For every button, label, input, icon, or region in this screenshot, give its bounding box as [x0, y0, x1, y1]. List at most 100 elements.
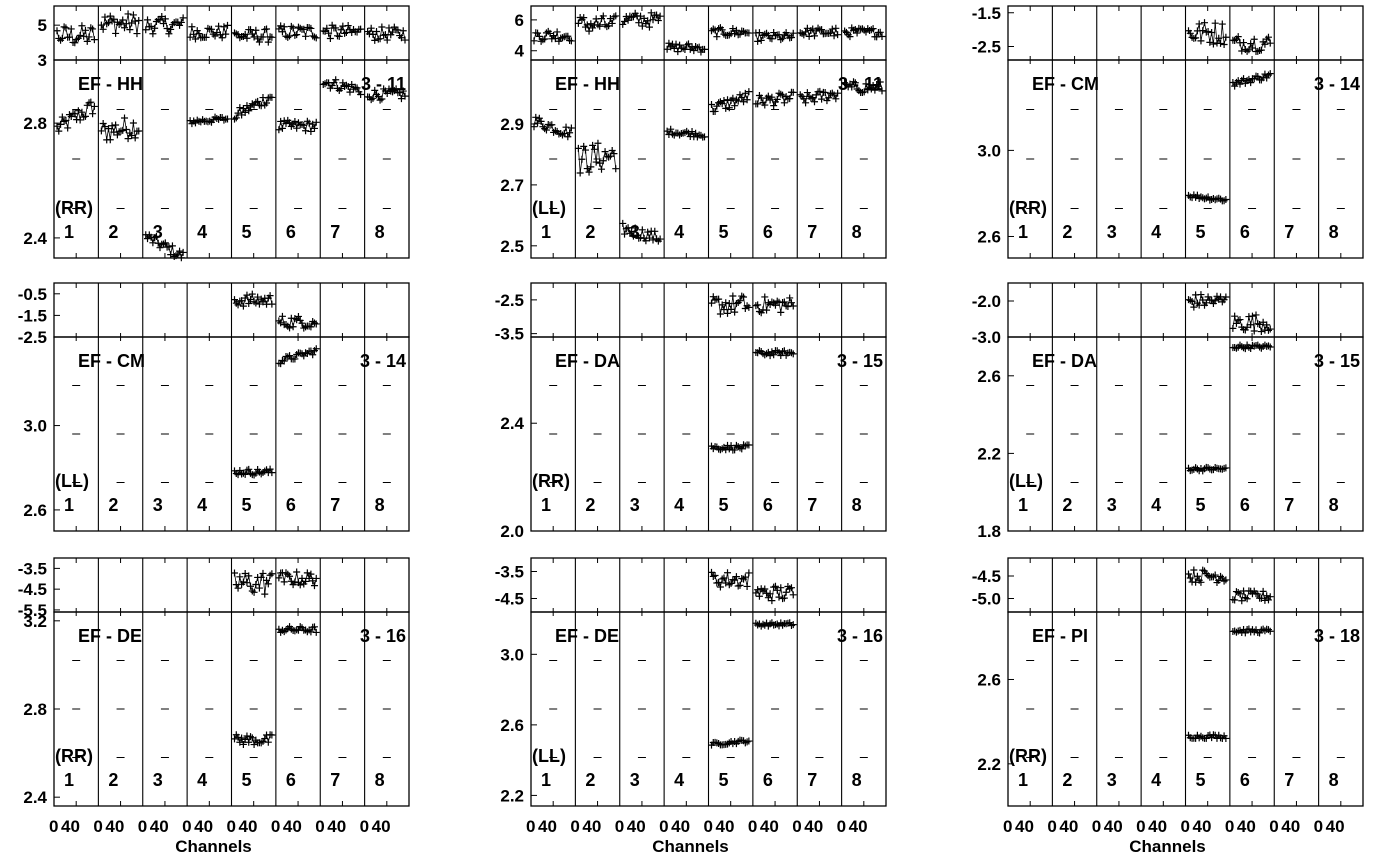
phase-trace [755, 585, 794, 601]
phase-point [268, 570, 276, 578]
phase-trace [234, 571, 273, 595]
x-tick-label: 40 [150, 817, 169, 836]
phase-point [708, 299, 715, 307]
band-number-label: 6 [763, 495, 773, 515]
band-number-label: 7 [807, 222, 817, 242]
amp-y-tick-label: 3.0 [977, 141, 1001, 160]
amp-trace [711, 739, 750, 746]
panel-6: -2.0 -3.0 1.8 2.2 2.6 EF - DA 3 - 15 (LL) 1 2 3 4 5 6… [972, 282, 1364, 541]
phase-point [224, 21, 231, 29]
band-number-label: 6 [1240, 222, 1250, 242]
amp-trace [234, 733, 272, 746]
panel-5: -2.5 -3.5 2.0 2.4 EF - DA 3 - 15 (RR) 1 2 3 4 5 6 7 8 [495, 282, 887, 541]
baseline-label: EF - DE [555, 626, 619, 646]
phase-trace [278, 571, 317, 587]
band-number-label: 2 [108, 222, 118, 242]
band-number-label: 8 [1329, 495, 1339, 515]
band-number-label: 3 [630, 770, 640, 790]
phase-point [268, 300, 276, 308]
phase-y-tick-label: -4.5 [18, 580, 47, 599]
panel-7: -3.5 -4.5 -5.5 2.4 2.8 3.2 EF - DE 3 - 16 (RR) 1 2… [18, 557, 410, 856]
band-number-label: 3 [630, 495, 640, 515]
amp-y-tick-label: 1.8 [977, 522, 1001, 541]
amp-y-tick-label: 2.4 [500, 414, 524, 433]
amp-trace [755, 91, 794, 107]
amp-y-tick-label: 2.6 [977, 670, 1001, 689]
scan-label: 3 - 18 [1314, 626, 1360, 646]
band-number-label: 8 [1329, 770, 1339, 790]
x-tick-label: 0 [1225, 817, 1234, 836]
band-number-label: 6 [286, 222, 296, 242]
amp-trace [101, 117, 139, 141]
amp-trace [56, 101, 95, 133]
phase-trace [234, 292, 273, 308]
amp-trace [666, 127, 705, 138]
phase-trace [1232, 590, 1271, 602]
band-number-label: 7 [1284, 222, 1294, 242]
band-number-label: 5 [1196, 770, 1206, 790]
scan-label: 3 - 11 [361, 74, 406, 94]
scan-label: 3 - 15 [837, 351, 883, 371]
amp-trace [189, 116, 228, 125]
amp-trace [234, 468, 273, 476]
x-tick-label: 40 [194, 817, 213, 836]
band-number-label: 7 [1284, 495, 1294, 515]
x-tick-label: 0 [1003, 817, 1012, 836]
phase-y-tick-label: -4.5 [495, 590, 524, 609]
band-number-label: 4 [197, 495, 207, 515]
x-tick-label: 0 [526, 817, 535, 836]
x-tick-label: 0 [138, 817, 147, 836]
phase-trace [666, 42, 705, 54]
amp-trace [533, 117, 572, 139]
x-tick-label: 40 [582, 817, 601, 836]
phase-point [530, 37, 538, 45]
polarization-label: (LL) [1009, 471, 1043, 491]
band-number-label: 4 [197, 222, 207, 242]
baseline-label: EF - DE [78, 626, 142, 646]
x-tick-label: 0 [792, 817, 801, 836]
band-number-label: 6 [763, 770, 773, 790]
phase-point [1185, 570, 1192, 578]
band-number-label: 5 [242, 222, 252, 242]
x-tick-label: 0 [49, 817, 58, 836]
x-tick-label: 40 [1148, 817, 1167, 836]
amp-trace [578, 143, 617, 174]
phase-trace [367, 26, 406, 41]
band-number-label: 8 [852, 222, 862, 242]
phase-y-tick-label: 5 [38, 16, 47, 35]
polarization-label: (RR) [55, 198, 93, 218]
x-tick-label: 0 [227, 817, 236, 836]
x-tick-label: 0 [1181, 817, 1190, 836]
x-tick-label: 40 [1015, 817, 1034, 836]
x-tick-label: 40 [61, 817, 80, 836]
phase-trace [1188, 22, 1227, 45]
band-number-label: 5 [719, 495, 729, 515]
x-tick-label: 40 [627, 817, 646, 836]
x-tick-label: 0 [615, 817, 624, 836]
band-number-label: 6 [763, 222, 773, 242]
amp-trace [622, 223, 661, 242]
phase-y-tick-label: -1.5 [18, 306, 47, 325]
amp-point [834, 89, 842, 97]
band-number-label: 1 [541, 222, 551, 242]
x-tick-label: 0 [837, 817, 846, 836]
x-tick-label: 40 [283, 817, 302, 836]
amp-y-tick-label: 3.2 [23, 612, 47, 631]
x-tick-label: 40 [538, 817, 557, 836]
phase-y-tick-label: -0.5 [18, 285, 47, 304]
polarization-label: (LL) [532, 198, 566, 218]
band-number-label: 3 [630, 222, 640, 242]
band-number-label: 6 [286, 495, 296, 515]
x-tick-label: 0 [704, 817, 713, 836]
panel-4: -0.5 -1.5 -2.5 2.6 3.0 EF - CM 3 - 14 (LL) 1 2 3 4 5… [18, 282, 410, 532]
band-number-label: 5 [719, 222, 729, 242]
phase-trace [101, 13, 140, 34]
phase-y-tick-label: -2.5 [495, 291, 524, 310]
x-tick-label: 40 [1281, 817, 1300, 836]
phase-trace [189, 25, 228, 41]
amp-trace [711, 91, 750, 112]
x-tick-label: 40 [105, 817, 124, 836]
panel-2: 4 6 2.5 2.7 2.9 EF - HH 3 - 11 (LL) 1 2 3 4 5 6 7 8 [500, 5, 887, 259]
panel-3: -1.5 -2.5 2.6 3.0 EF - CM 3 - 14 (RR) 1 2 3 4 5 6 7 8 [972, 4, 1364, 259]
amp-trace [234, 96, 272, 120]
